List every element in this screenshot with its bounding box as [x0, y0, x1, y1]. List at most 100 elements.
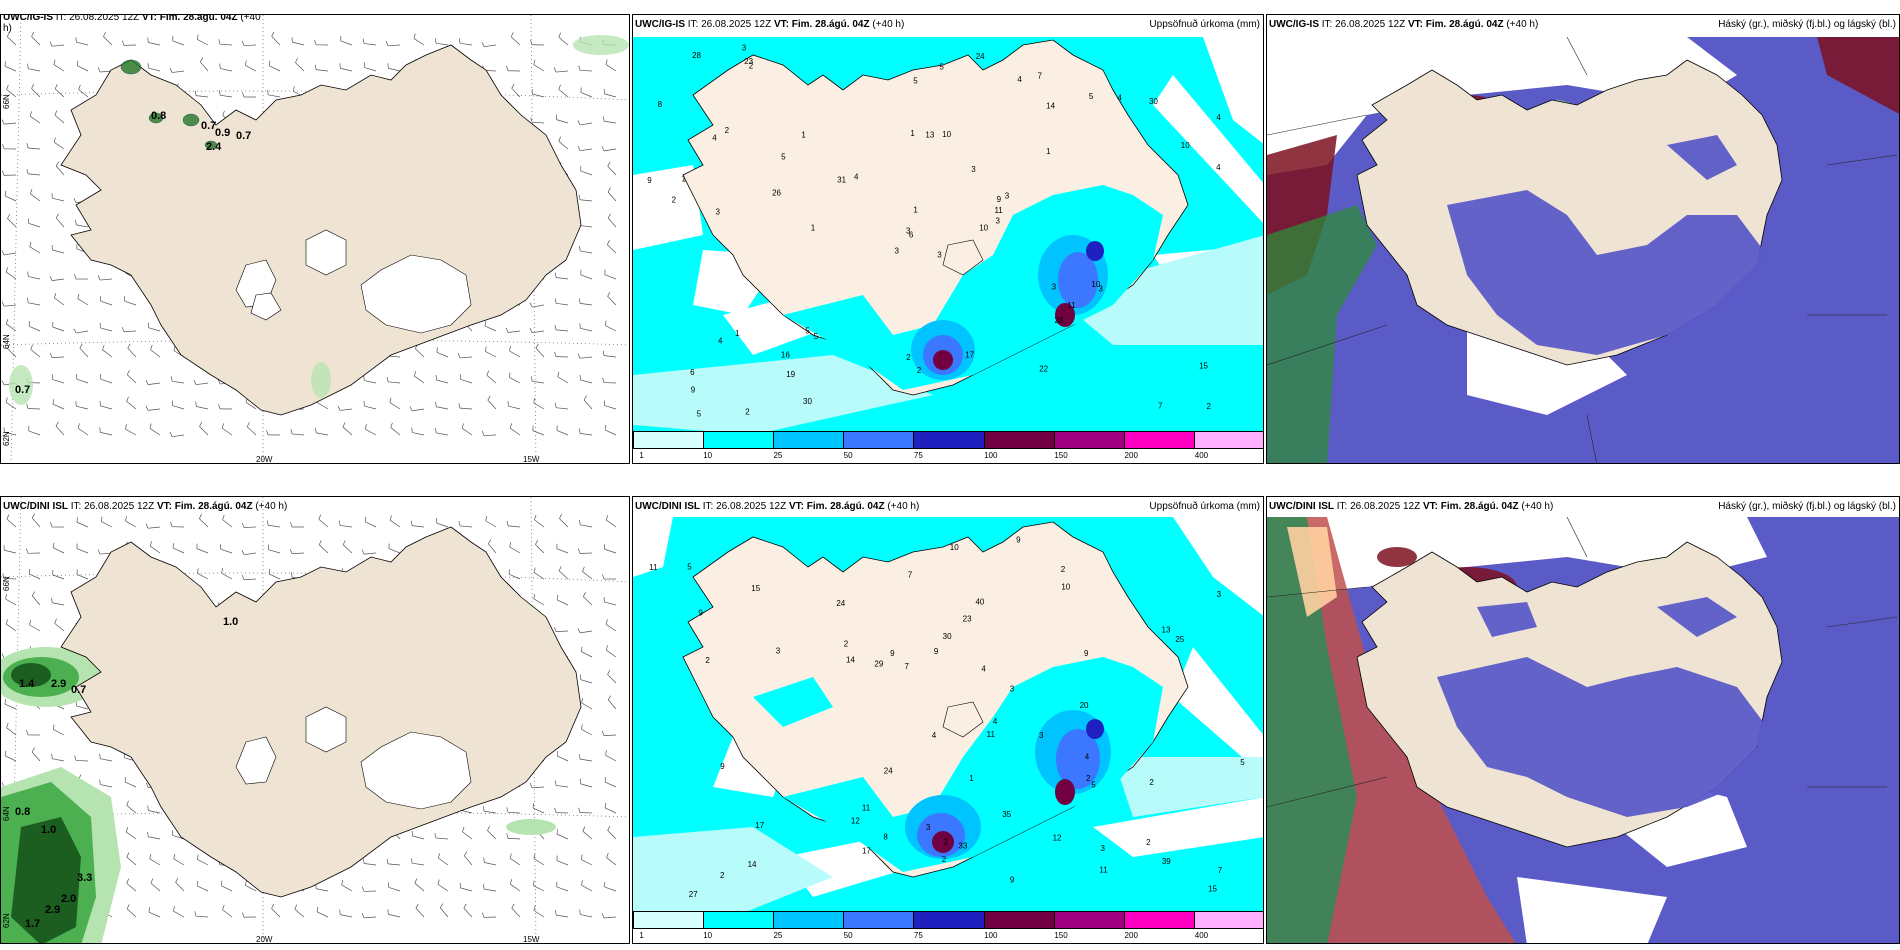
precip-cells	[120, 59, 218, 150]
wind-barb-flag	[220, 880, 223, 886]
wind-barb-flag	[461, 423, 464, 429]
wind-barb	[607, 191, 617, 202]
wind-barb-flag	[121, 40, 125, 46]
wind-barb-flag	[578, 807, 581, 813]
precip-value: 27	[689, 890, 698, 899]
wind-barb	[509, 546, 521, 554]
wind-barb-flag	[267, 89, 269, 95]
wind-barb	[268, 573, 281, 580]
wind-barb	[55, 217, 65, 228]
wind-barb-flag	[339, 909, 341, 915]
wind-barb-flag	[147, 805, 149, 811]
precip-value: 1	[913, 206, 918, 215]
wind-barb	[148, 42, 161, 46]
precip-value: 5	[697, 410, 702, 419]
wind-barb-flag	[578, 194, 581, 200]
wind-barb-flag	[581, 880, 583, 886]
lat-label: 66N	[2, 94, 11, 109]
wind-barb	[101, 521, 113, 528]
wind-barb-flag	[7, 213, 11, 219]
wind-barb	[4, 122, 17, 125]
lon-label: 20W	[256, 455, 273, 464]
wind-barb	[31, 595, 41, 606]
precip-cores	[911, 235, 1108, 380]
wind-barb-flag	[533, 59, 536, 65]
colorbar-label: 10	[703, 931, 713, 940]
wind-barb	[412, 525, 425, 528]
wind-barb	[76, 574, 89, 580]
precip-value: 3	[1010, 685, 1015, 694]
wind-barb-flag	[411, 427, 413, 433]
wind-barb-flag	[532, 803, 534, 809]
wind-barb-flag	[558, 32, 562, 38]
wind-barb	[460, 42, 473, 46]
colorbar-segment	[1054, 912, 1125, 928]
wind-barb	[269, 65, 281, 72]
wind-barb	[389, 402, 401, 410]
precip-value: 5	[814, 332, 819, 341]
wind-barb-flag	[533, 397, 536, 403]
precip-value: 1	[1046, 147, 1051, 156]
wind-barb	[53, 729, 65, 736]
wind-barb	[52, 249, 65, 254]
precip-value: 15	[1199, 361, 1208, 370]
wind-barb-flag	[49, 352, 53, 358]
wind-barb	[100, 432, 113, 436]
wind-barb-flag	[463, 851, 468, 857]
wind-barb	[220, 94, 233, 98]
wind-barb	[55, 425, 65, 436]
wind-barb	[246, 426, 257, 436]
wind-barb-flag	[124, 777, 127, 783]
wind-barb	[365, 521, 377, 528]
wind-barb	[340, 525, 353, 528]
wind-barb	[556, 599, 569, 606]
wind-barb	[533, 598, 545, 606]
wind-barb	[124, 300, 137, 306]
precip-value: 15	[751, 584, 760, 593]
wind-barb	[52, 403, 65, 410]
wind-barb-flag	[194, 90, 197, 96]
precip-value: 24	[884, 766, 893, 775]
wind-barb	[197, 39, 209, 46]
wind-barb-flag	[241, 550, 245, 555]
wind-barb-flag	[290, 428, 293, 435]
wind-barb	[52, 44, 65, 47]
wind-barb-flag	[602, 377, 605, 383]
wind-barb	[580, 303, 593, 306]
wind-barb	[581, 729, 593, 736]
wind-barb-flag	[126, 800, 129, 806]
precip-value: 2	[725, 126, 730, 135]
wind-barb-flag	[6, 32, 10, 37]
wind-barb	[126, 805, 137, 814]
wind-barb	[604, 274, 617, 280]
wind-barb-flag	[293, 86, 295, 92]
wind-barb-flag	[487, 825, 491, 831]
wind-barb	[6, 623, 17, 632]
wind-barb	[172, 405, 185, 410]
wind-barb	[604, 120, 617, 124]
wind-barb-flag	[199, 514, 202, 519]
wind-barb	[604, 148, 617, 152]
wind-barb-flag	[361, 549, 365, 555]
wind-barb	[439, 907, 449, 918]
wind-barb-flag	[173, 345, 176, 351]
precip-value: 7	[1218, 866, 1223, 875]
wind-barb	[414, 375, 425, 384]
wind-barb-flag	[581, 724, 583, 730]
wind-barb	[533, 910, 545, 918]
wind-barb	[604, 781, 617, 788]
wind-barb-flag	[5, 319, 9, 325]
wind-barb	[462, 831, 473, 840]
wind-barb	[77, 298, 89, 306]
wind-barb	[484, 325, 497, 332]
wind-barb	[196, 915, 209, 918]
precip-value: 11	[1067, 301, 1076, 310]
panel-subtitle: Háský (gr.), miðský (fj.bl.) og lágský (…	[1718, 501, 1896, 512]
wind-barb	[484, 888, 497, 892]
wind-barb-flag	[145, 405, 149, 411]
wind-map-canvas: 0.8 0.7 0.9 0.7 2.4 0.7 66N 64N 62N 20W …	[1, 15, 629, 464]
wind-barb	[509, 427, 521, 436]
precip-value: 26	[772, 189, 781, 198]
wind-barb-flag	[219, 63, 221, 69]
wind-barb	[6, 727, 17, 736]
